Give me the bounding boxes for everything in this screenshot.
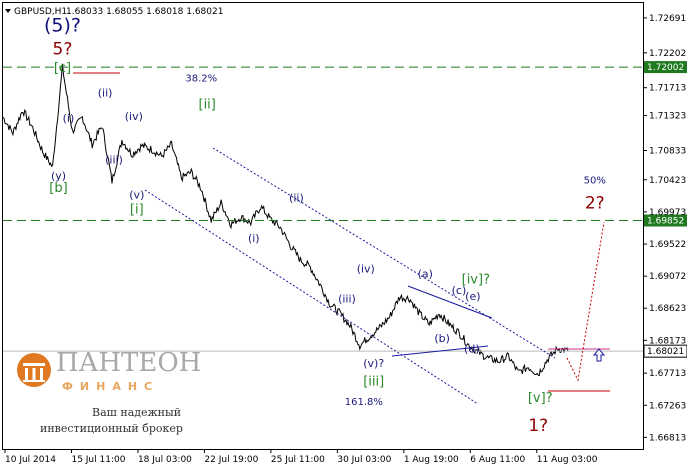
wave-label: (ii) xyxy=(289,191,304,204)
x-tick-label: 15 Jul 11:00 xyxy=(71,455,125,465)
sun-logo-icon xyxy=(17,353,51,387)
wave-label: (iii) xyxy=(105,154,123,167)
wave-label: [ii] xyxy=(199,98,216,113)
wave-label: 38.2% xyxy=(185,73,217,84)
ohlc-label: 1.68033 1.68055 1.68018 1.68021 xyxy=(66,7,223,17)
triangle-lower-line xyxy=(391,345,489,357)
wave-label: [i] xyxy=(130,203,144,218)
wave-label: [c] xyxy=(54,61,71,76)
up-arrow-icon xyxy=(592,348,606,362)
y-tick-label: 1.72691 xyxy=(649,14,686,24)
wave-label: (a) xyxy=(418,268,433,281)
y-tick-label: 1.71713 xyxy=(649,84,686,94)
triangle-down-icon xyxy=(5,9,11,13)
wave-channel-lines xyxy=(73,72,610,405)
wave-label: (iii) xyxy=(338,293,356,306)
y-tick-label: 1.69522 xyxy=(649,240,686,250)
logo-brand: ПАНТЕОН xyxy=(56,348,202,378)
wave-label: (i) xyxy=(248,232,260,245)
y-tick-label: 1.71323 xyxy=(649,112,686,122)
x-tick-label: 30 Jul 03:00 xyxy=(337,455,391,465)
y-tick-label: 1.67263 xyxy=(649,401,686,411)
wave-label: [iii] xyxy=(363,374,384,389)
y-tick-label: 1.67713 xyxy=(649,369,686,379)
wave-label: (e) xyxy=(465,290,480,303)
level-price-label: 1.68021 xyxy=(647,347,684,357)
time-axis: 10 Jul 2014 15 Jul 11:00 18 Jul 03:00 22 Ju… xyxy=(4,449,598,465)
y-tick-label: 1.66813 xyxy=(649,433,686,443)
channel-lower-line xyxy=(144,189,479,405)
level-price-label: 1.69852 xyxy=(647,217,684,227)
logo-brand-sub: ФИНАНС xyxy=(62,380,160,393)
y-tick-label: 1.70833 xyxy=(649,147,686,157)
symbol-label: GBPUSD,H1 xyxy=(14,7,67,17)
wave-label: (iv) xyxy=(125,110,143,123)
wave-label: (i) xyxy=(63,112,75,125)
wave-label: (c) xyxy=(452,284,467,297)
target-path xyxy=(566,221,605,382)
wave-label: (b) xyxy=(434,332,450,345)
level-price-tag xyxy=(643,344,687,358)
x-tick-label: 11 Aug 03:00 xyxy=(537,455,598,465)
x-tick-label: 1 Aug 19:00 xyxy=(404,455,459,465)
y-tick-label: 1.72202 xyxy=(649,49,686,59)
wave-label: [v]? xyxy=(528,391,553,406)
x-tick-label: 25 Jul 11:00 xyxy=(271,455,325,465)
company-logo: ПАНТЕОН ФИНАНС Ваш надежный инвестиционн… xyxy=(14,348,201,438)
channel-upper-line xyxy=(212,147,556,359)
chart-header: GBPUSD,H1 1.68033 1.68055 1.68018 1.6802… xyxy=(5,7,223,17)
level-price-tag xyxy=(644,61,687,74)
level-price-tag xyxy=(644,214,687,227)
triangle-upper-line xyxy=(407,285,493,319)
logo-tagline-2: инвестиционный брокер xyxy=(40,422,183,435)
price-line xyxy=(2,63,569,377)
wave-label: (iv) xyxy=(357,263,375,276)
x-tick-label: 18 Jul 03:00 xyxy=(138,455,192,465)
y-tick-label: 1.69973 xyxy=(649,208,686,218)
wave-label: [iv]? xyxy=(462,272,490,287)
horizontal-levels: 1.72002 1.69852 1.68021 xyxy=(3,61,687,358)
wave-label: 161.8% xyxy=(345,397,383,408)
wave-label: (y) xyxy=(51,169,66,182)
y-tick-label: 1.68623 xyxy=(649,304,686,314)
y-tick-label: 1.70423 xyxy=(649,176,686,186)
wave-label: [b] xyxy=(49,181,67,196)
price-series xyxy=(2,63,569,377)
wave-label: (v) xyxy=(129,189,144,202)
wave-label: (ii) xyxy=(98,86,113,99)
wave-label: (d) xyxy=(464,343,480,356)
wave-label: (5)? xyxy=(44,15,81,37)
wave-label: 50% xyxy=(584,176,606,187)
y-tick-label: 1.68173 xyxy=(649,336,686,346)
y-tick-label: 1.69072 xyxy=(649,272,686,282)
wave-label: 5? xyxy=(53,39,73,59)
x-tick-label: 10 Jul 2014 xyxy=(5,455,56,465)
level-price-label: 1.72002 xyxy=(647,63,684,73)
wave-label: 2? xyxy=(585,194,605,214)
x-tick-label: 6 Aug 11:00 xyxy=(470,455,525,465)
plot-border xyxy=(2,2,644,450)
wave-label: 1? xyxy=(528,416,548,436)
x-tick-label: 22 Jul 19:00 xyxy=(204,455,258,465)
wave-labels: (5)?5? [c] (i) (ii) (iii) (iv) (y)[b] (v)[i] 38.… xyxy=(44,15,606,437)
logo-tagline-1: Ваш надежный xyxy=(92,406,182,419)
price-axis: 1.72691 1.72202 1.71713 1.71323 1.70833 1.704… xyxy=(643,14,686,443)
wave-label: (v)? xyxy=(363,357,384,370)
